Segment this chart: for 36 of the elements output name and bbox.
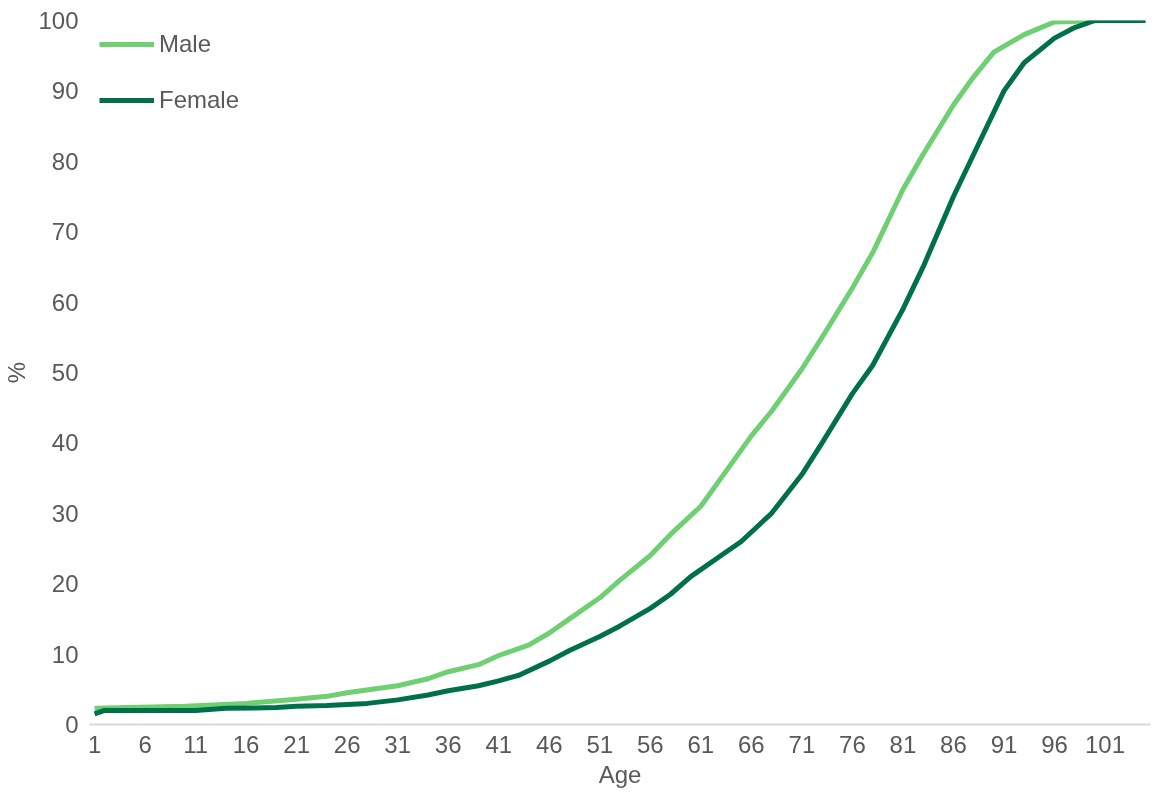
legend-label: Male: [159, 30, 212, 58]
x-tick-label: 16: [232, 730, 260, 758]
x-tick-label: 41: [485, 730, 513, 758]
y-tick-label: 20: [51, 570, 79, 598]
x-tick-label: 31: [384, 730, 412, 758]
x-tick-label: 26: [333, 730, 361, 758]
y-tick-label: 100: [38, 7, 79, 34]
y-tick-label: 70: [51, 218, 79, 246]
y-tick-label: 40: [51, 429, 79, 457]
x-tick-label: 46: [535, 730, 563, 758]
x-tick-label: 11: [183, 730, 209, 758]
x-tick-label: 101: [1085, 730, 1126, 758]
x-tick-label: 1: [87, 730, 102, 758]
y-tick-label: 50: [51, 359, 79, 386]
y-tick-label: 80: [51, 147, 79, 175]
y-tick-label: 60: [51, 288, 79, 316]
x-tick-label: 81: [889, 730, 917, 758]
y-axis-title: %: [3, 361, 31, 384]
legend-label: Female: [159, 86, 240, 114]
x-tick-label: 51: [586, 730, 614, 758]
x-tick-label: 21: [283, 730, 310, 758]
x-axis-title: Age: [598, 760, 642, 788]
x-tick-label: 6: [138, 730, 152, 758]
x-tick-label: 91: [990, 730, 1018, 758]
y-tick-label: 30: [51, 499, 79, 527]
y-tick-label: 90: [51, 77, 79, 105]
x-tick-label: 66: [738, 730, 765, 758]
x-tick-label: 61: [687, 730, 715, 758]
x-tick-label: 76: [839, 730, 866, 758]
x-tick-label: 86: [940, 730, 967, 758]
x-tick-label: 36: [434, 730, 462, 758]
x-tick-label: 71: [788, 730, 816, 758]
y-tick-label: 10: [51, 640, 79, 668]
x-tick-label: 56: [636, 730, 664, 758]
x-tick-label: 96: [1041, 730, 1068, 758]
y-tick-label: 0: [65, 711, 79, 738]
